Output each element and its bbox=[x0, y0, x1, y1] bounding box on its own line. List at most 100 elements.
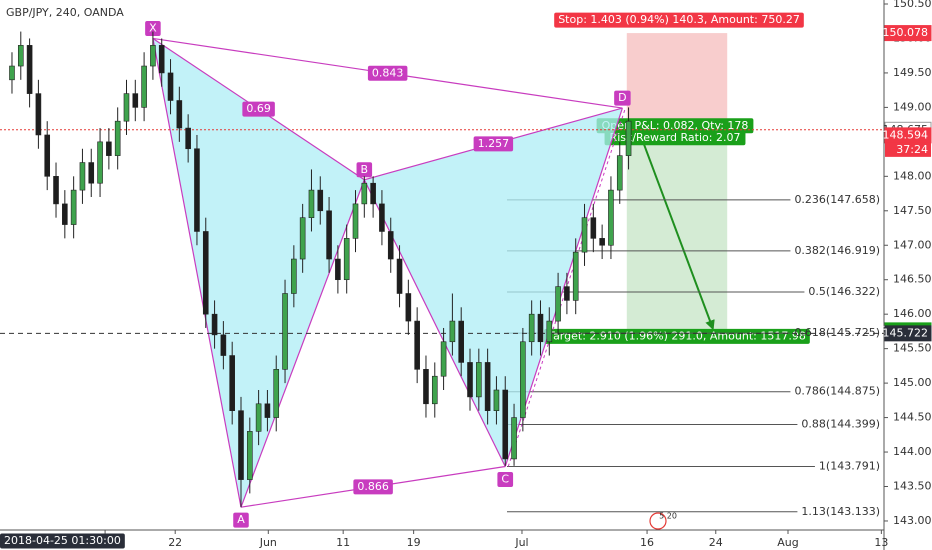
fib-label: 0.5(146.322) bbox=[808, 285, 880, 298]
candle-body bbox=[167, 72, 174, 101]
y-tick-label: 144.500 bbox=[893, 411, 932, 424]
ratio-label: 0.843 bbox=[372, 66, 404, 79]
candle-body bbox=[326, 210, 332, 260]
chart-title: GBP/JPY, 240, OANDA bbox=[6, 6, 124, 19]
ratio-label-bg bbox=[367, 65, 408, 81]
candle-body bbox=[572, 251, 579, 301]
price-tag bbox=[884, 25, 932, 42]
price-axis-bg bbox=[884, 0, 932, 550]
candle-body bbox=[9, 65, 15, 81]
fib-label: 0.88(144.399) bbox=[801, 418, 880, 431]
ratio-label: 0.69 bbox=[246, 102, 271, 115]
y-tick-label: 147.000 bbox=[893, 238, 932, 251]
x-tick-label: Jun bbox=[259, 536, 277, 549]
x-tick-label: 11 bbox=[336, 536, 350, 549]
stop-label: Stop: 1.403 (0.94%) 140.3, Amount: 750.2… bbox=[558, 13, 800, 26]
x-tick-label: Aug bbox=[777, 536, 798, 549]
point-label: D bbox=[618, 91, 626, 104]
candle-body bbox=[458, 320, 465, 363]
candle-body bbox=[361, 182, 368, 205]
candle-body bbox=[194, 148, 200, 232]
candle-body bbox=[440, 341, 447, 377]
candle-body bbox=[202, 231, 209, 315]
point-label: B bbox=[361, 163, 369, 176]
price-tag-label: 150.078 bbox=[883, 26, 929, 39]
candle-body bbox=[625, 120, 632, 156]
candle-body bbox=[106, 141, 112, 156]
countdown: 37:24 bbox=[896, 143, 928, 156]
target-label: Target: 2.910 (1.96%) 291.0, Amount: 151… bbox=[547, 329, 806, 342]
y-tick-label: 150.500 bbox=[893, 0, 932, 10]
point-label-bg bbox=[233, 512, 249, 528]
harmonic-pattern: 0.69 0.843 1.257 0.866 X A B C D bbox=[145, 20, 631, 528]
candle-body bbox=[88, 162, 95, 184]
y-tick-label: 145.500 bbox=[893, 342, 932, 355]
pnl-label: Open P&L: 0.082, Qty: 178 bbox=[602, 119, 749, 132]
y-tick-label: 146.500 bbox=[893, 273, 932, 286]
y-tick-label: 149.500 bbox=[893, 66, 932, 79]
candle-body bbox=[467, 362, 473, 398]
candle-body bbox=[335, 258, 341, 281]
x-tick-label: 24 bbox=[709, 536, 723, 549]
candle-body bbox=[537, 313, 544, 343]
candle-body bbox=[502, 389, 509, 460]
position-tool: Stop: 1.403 (0.94%) 140.3, Amount: 750.2… bbox=[544, 12, 810, 344]
candle-body bbox=[44, 134, 51, 177]
y-tick-label: 143.000 bbox=[893, 514, 932, 527]
candle-body bbox=[476, 362, 482, 398]
candle-body bbox=[123, 93, 130, 122]
candle-body bbox=[53, 176, 59, 205]
candle-body bbox=[379, 203, 385, 232]
price-lines bbox=[0, 129, 884, 334]
y-tick-label: 144.000 bbox=[893, 445, 932, 458]
price-tag bbox=[884, 325, 932, 342]
candle-body bbox=[564, 286, 570, 301]
point-label-bg bbox=[145, 20, 161, 36]
ratio-label: 1.257 bbox=[478, 137, 510, 150]
pattern-fill bbox=[364, 108, 623, 467]
candle-body bbox=[97, 141, 103, 184]
candle-body bbox=[176, 100, 183, 129]
candle-body bbox=[590, 217, 597, 239]
candle-body bbox=[546, 320, 553, 343]
point-label: A bbox=[237, 513, 245, 526]
candle-body bbox=[299, 217, 306, 260]
pnl-label-bg bbox=[596, 118, 754, 134]
candle-body bbox=[414, 320, 420, 370]
fib-label: 0.786(144.875) bbox=[794, 385, 880, 398]
price-tag-label: 148.594 bbox=[883, 128, 929, 141]
x-tick-label: 22 bbox=[168, 536, 182, 549]
candles bbox=[9, 31, 632, 508]
price-tag-label: 145.722 bbox=[883, 326, 929, 339]
point-label-bg bbox=[497, 472, 514, 488]
candle-body bbox=[343, 238, 350, 281]
fib-label: 1(143.791) bbox=[819, 459, 880, 472]
candle-body bbox=[62, 203, 68, 225]
countdown-bg bbox=[885, 142, 931, 157]
candle-body bbox=[352, 203, 359, 239]
x-tick-label: 19 bbox=[407, 536, 421, 549]
y-tick-label: 143.500 bbox=[893, 480, 932, 493]
candle-body bbox=[247, 431, 253, 480]
overlays: GBP/JPY, 240, OANDA 2018-04-25 01:30:00 5 … bbox=[0, 6, 677, 549]
fib-label: 0.618(145.725) bbox=[794, 326, 880, 339]
pattern-leg bbox=[240, 179, 365, 508]
candle-body bbox=[387, 231, 394, 260]
ratio-label-bg bbox=[473, 136, 514, 152]
candle-body bbox=[493, 389, 500, 411]
candle-body bbox=[431, 375, 438, 405]
rr-label-bg bbox=[604, 130, 746, 146]
candle-body bbox=[581, 217, 588, 253]
y-tick-label: 146.000 bbox=[893, 307, 932, 320]
point-label: X bbox=[149, 21, 157, 34]
candle-body bbox=[291, 258, 297, 294]
candle-body bbox=[608, 189, 614, 246]
stop-label-bg bbox=[554, 12, 804, 28]
rr-label: Risk/Reward Ratio: 2.07 bbox=[610, 131, 741, 144]
ratio-label-bg bbox=[353, 479, 393, 495]
fib-label: 1.13(143.133) bbox=[801, 505, 880, 518]
candle-body bbox=[17, 45, 24, 67]
pattern-leg bbox=[363, 179, 506, 467]
